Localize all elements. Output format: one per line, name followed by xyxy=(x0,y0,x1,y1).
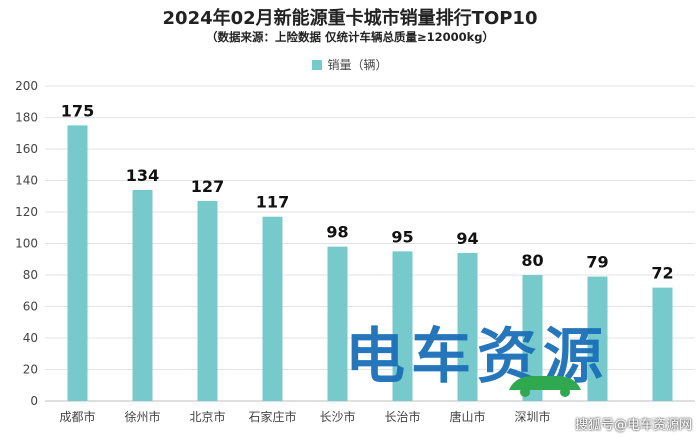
x-tick-label: 长治市 xyxy=(384,409,420,424)
bar xyxy=(392,251,413,401)
x-axis: 成都市 徐州市 北京市 石家庄市 长沙市 长治市 唐山市 深圳市 xyxy=(59,409,550,424)
x-tick-label: 北京市 xyxy=(189,409,225,424)
data-label: 72 xyxy=(651,264,673,283)
chart-subtitle: （数据来源：上险数据 仅统计车辆总质量≥12000kg） xyxy=(205,30,495,44)
watermark-logo: 电车资源 xyxy=(345,318,665,398)
y-tick-label: 100 xyxy=(15,237,38,251)
bar xyxy=(67,125,88,401)
data-label: 117 xyxy=(256,193,289,212)
chart-title: 2024年02月新能源重卡城市销量排行TOP10 xyxy=(162,8,538,29)
bar xyxy=(457,252,478,401)
data-label: 79 xyxy=(586,253,608,272)
car-icon xyxy=(509,376,581,397)
x-tick-label: 深圳市 xyxy=(514,409,550,424)
bar xyxy=(652,287,673,401)
data-label: 134 xyxy=(126,166,159,185)
y-tick-label: 180 xyxy=(15,111,38,125)
y-tick-label: 160 xyxy=(15,142,38,156)
x-tick-label: 成都市 xyxy=(59,409,95,424)
x-tick-label: 徐州市 xyxy=(124,409,160,424)
grid-lines xyxy=(45,85,695,402)
bar xyxy=(587,276,608,401)
bar xyxy=(197,200,218,401)
x-tick-label: 石家庄市 xyxy=(248,409,296,424)
bar xyxy=(522,275,543,401)
data-label: 95 xyxy=(391,227,413,246)
data-label: 175 xyxy=(61,101,94,120)
data-labels: 175 134 127 117 98 95 94 80 79 72 xyxy=(61,101,674,282)
y-tick-label: 200 xyxy=(15,79,38,93)
y-tick-label: 80 xyxy=(23,268,38,282)
y-axis: 0 20 40 60 80 100 120 140 160 180 200 xyxy=(15,79,38,408)
data-label: 127 xyxy=(191,177,224,196)
y-tick-label: 60 xyxy=(23,300,38,314)
y-tick-label: 20 xyxy=(23,363,38,377)
watermark-credit: 搜狐号@电车资源网 xyxy=(574,418,692,433)
y-tick-label: 40 xyxy=(23,331,38,345)
chart-legend: 销量（辆） xyxy=(0,56,700,73)
y-tick-label: 140 xyxy=(15,174,38,188)
bars xyxy=(67,125,673,401)
legend-label: 销量（辆） xyxy=(327,58,388,72)
x-tick-label: 唐山市 xyxy=(449,409,485,424)
bar xyxy=(327,246,348,401)
legend-swatch xyxy=(312,60,323,70)
y-tick-label: 0 xyxy=(30,394,38,408)
y-tick-label: 120 xyxy=(15,205,38,219)
x-tick-label: 长沙市 xyxy=(319,409,355,424)
bar xyxy=(132,189,153,401)
data-label: 98 xyxy=(326,223,348,242)
data-label: 80 xyxy=(521,251,543,270)
bar xyxy=(262,216,283,401)
data-label: 94 xyxy=(456,229,478,248)
